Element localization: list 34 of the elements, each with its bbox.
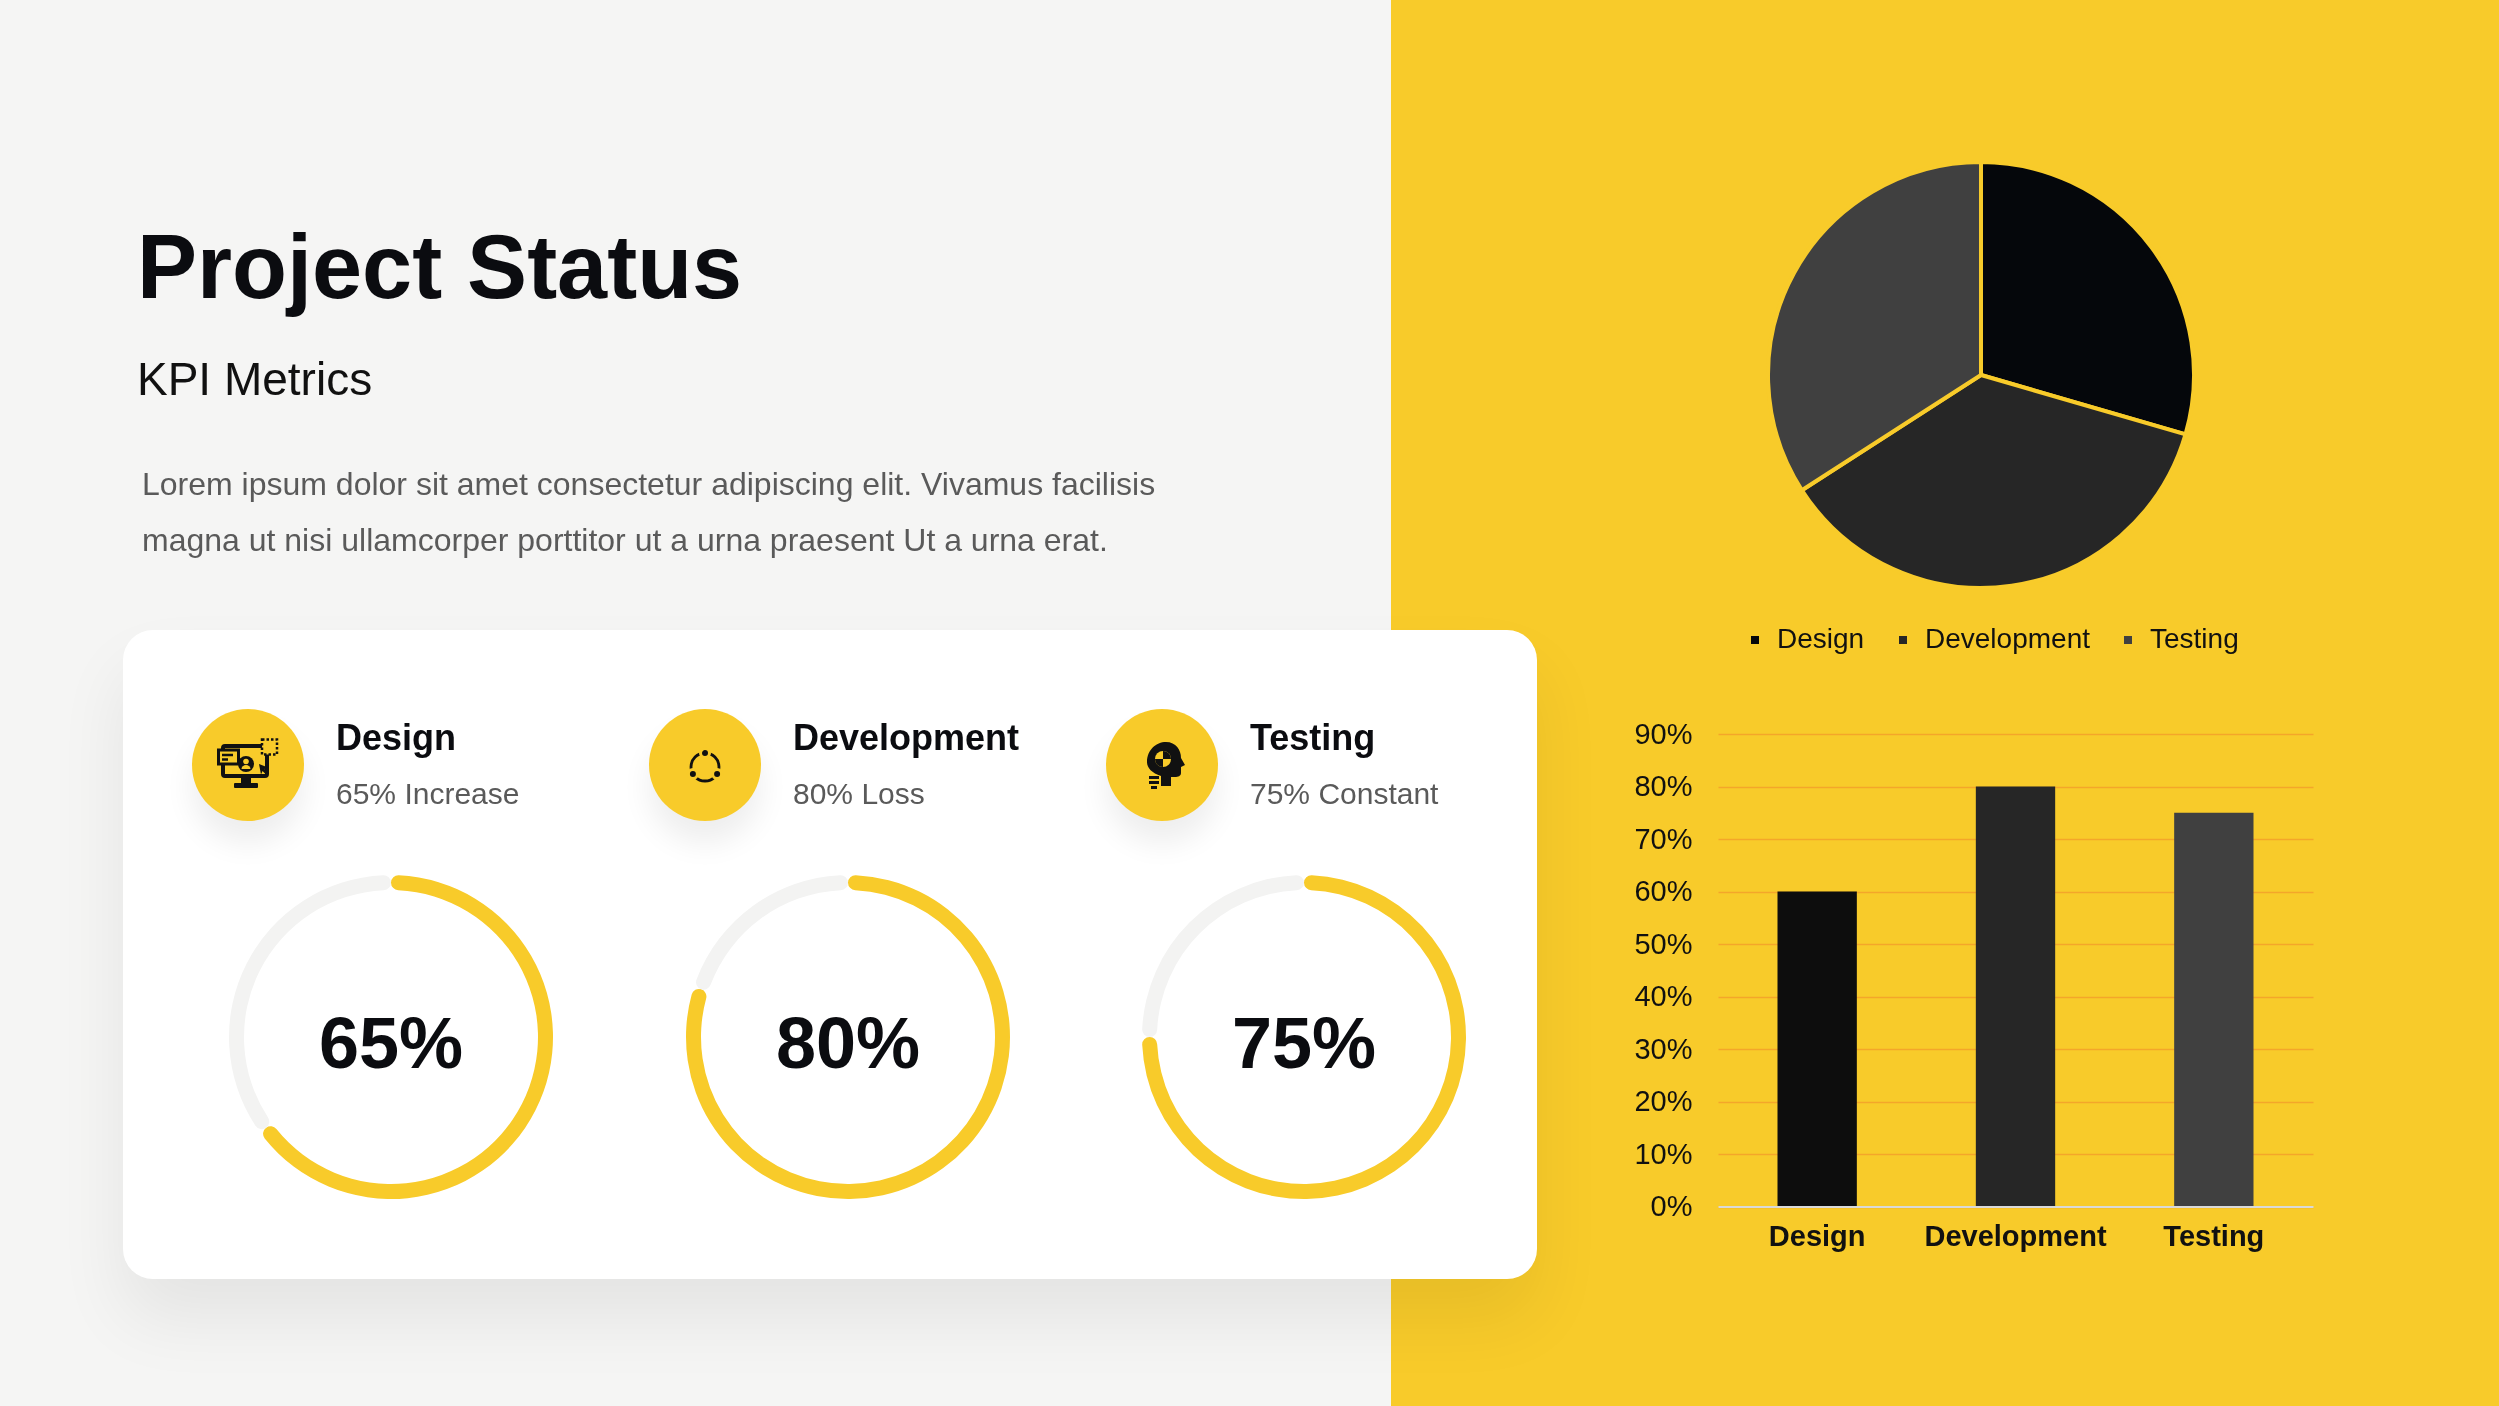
y-tick-label: 90% bbox=[1634, 717, 1693, 750]
chart-subtitle: 65% Increase bbox=[336, 777, 520, 811]
text: Lorem ipsum dolor sit amet consectetur adipiscing elit. Vivamus facilisis magna ut nisi ullamcorper porttitor ut a urna praesent Ut a urna erat. bbox=[142, 465, 1157, 560]
data-label: 65% bbox=[318, 1003, 464, 1083]
x-tick-label: Design bbox=[1768, 1220, 1866, 1252]
legend-label: Testing bbox=[2150, 623, 2239, 654]
donut-slice bbox=[695, 875, 848, 990]
bar bbox=[1975, 786, 2056, 1207]
y-tick-label: 50% bbox=[1634, 927, 1693, 960]
text: Project Status bbox=[137, 215, 743, 319]
data-label: 75% bbox=[1231, 1003, 1377, 1083]
x-tick-label: Development bbox=[1924, 1220, 2107, 1252]
donut-slice bbox=[685, 875, 1010, 1199]
legend-label: Development bbox=[1925, 623, 2091, 654]
y-tick-label: 0% bbox=[1650, 1190, 1693, 1222]
chart-title: Design bbox=[336, 717, 457, 760]
data-label: 80% bbox=[775, 1003, 920, 1083]
legend-label: Design bbox=[1777, 623, 1865, 654]
chart-subtitle: 75% Constant bbox=[1250, 777, 1439, 811]
y-tick-label: 10% bbox=[1634, 1137, 1693, 1170]
y-tick-label: 60% bbox=[1634, 875, 1693, 907]
y-tick-label: 80% bbox=[1634, 770, 1693, 802]
y-tick-label: 40% bbox=[1634, 980, 1693, 1012]
chart-subtitle: 80% Loss bbox=[793, 777, 925, 811]
y-tick-label: 20% bbox=[1634, 1085, 1693, 1117]
chart-title: Testing bbox=[1250, 717, 1376, 760]
x-tick-label: Testing bbox=[2163, 1220, 2265, 1252]
y-tick-label: 70% bbox=[1634, 822, 1693, 855]
donut-slice bbox=[1142, 875, 1466, 1199]
chart-title: Development bbox=[793, 717, 1020, 760]
y-tick-label: 30% bbox=[1634, 1032, 1693, 1065]
bar bbox=[1777, 891, 1857, 1207]
bar bbox=[2174, 812, 2254, 1207]
text: KPI Metrics bbox=[137, 352, 373, 406]
